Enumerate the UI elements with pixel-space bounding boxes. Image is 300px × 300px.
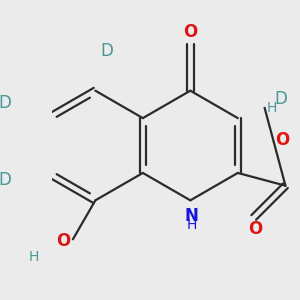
Text: H: H bbox=[267, 101, 277, 115]
Text: D: D bbox=[0, 170, 12, 188]
Text: D: D bbox=[100, 42, 113, 60]
Text: H: H bbox=[187, 218, 197, 232]
Text: D: D bbox=[0, 94, 12, 112]
Text: O: O bbox=[275, 131, 290, 149]
Text: O: O bbox=[248, 220, 262, 238]
Text: O: O bbox=[56, 232, 70, 250]
Text: D: D bbox=[274, 90, 287, 108]
Text: N: N bbox=[185, 207, 199, 225]
Text: H: H bbox=[29, 250, 39, 264]
Text: O: O bbox=[183, 23, 197, 41]
